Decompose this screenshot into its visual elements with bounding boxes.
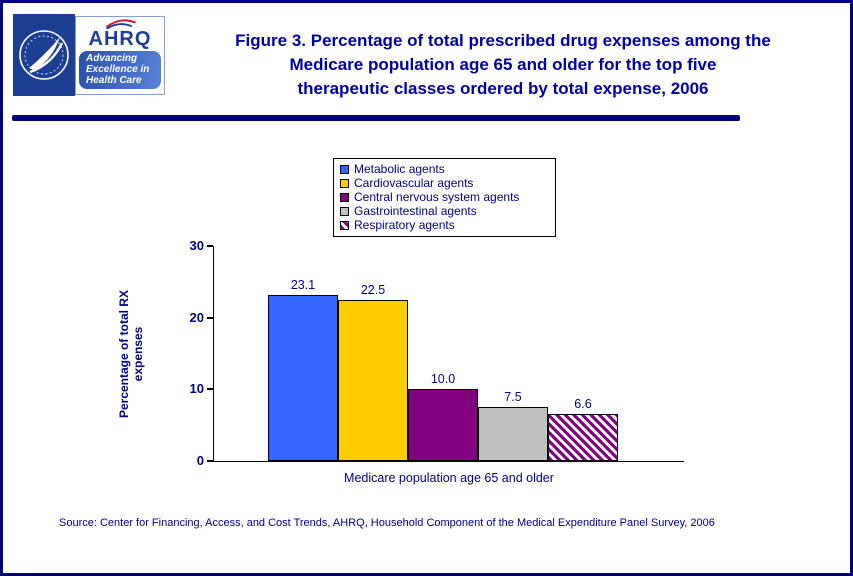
ahrq-tagline: Advancing Excellence in Health Care bbox=[79, 51, 161, 89]
legend-item: Respiratory agents bbox=[340, 219, 549, 232]
bar-value-label: 23.1 bbox=[290, 278, 316, 293]
legend-swatch-icon bbox=[340, 193, 349, 202]
bar-value-label: 7.5 bbox=[504, 390, 522, 405]
hhs-seal-icon bbox=[13, 14, 75, 96]
bar-group: 22.5 bbox=[338, 283, 408, 461]
bar-value-label: 10.0 bbox=[430, 372, 456, 387]
legend-swatch-icon bbox=[340, 207, 349, 216]
figure-title-line: therapeutic classes ordered by total exp… bbox=[297, 79, 709, 98]
figure-title: Figure 3. Percentage of total prescribed… bbox=[173, 29, 833, 101]
y-tick-label: 10 bbox=[189, 381, 204, 397]
legend-swatch-icon bbox=[340, 179, 349, 188]
bar bbox=[338, 299, 408, 461]
bar bbox=[268, 295, 338, 461]
ahrq-tagline-line: Advancing bbox=[86, 53, 138, 64]
legend-item-label: Cardiovascular agents bbox=[354, 176, 474, 190]
legend-item-label: Metabolic agents bbox=[354, 162, 445, 176]
legend-item-label: Central nervous system agents bbox=[354, 190, 520, 204]
y-tick-mark bbox=[207, 388, 213, 391]
bar-value-label: 22.5 bbox=[360, 282, 386, 297]
figure-title-line: Medicare population age 65 and older for… bbox=[289, 55, 717, 74]
bar bbox=[548, 413, 618, 461]
ahrq-wordmark: AHRQ bbox=[88, 28, 152, 50]
bar bbox=[408, 389, 478, 461]
y-tick-label: 30 bbox=[189, 238, 204, 253]
ahrq-tagline-line: Excellence in bbox=[86, 64, 150, 75]
bar-value-label: 6.6 bbox=[574, 396, 592, 411]
bar-group: 23.1 bbox=[268, 278, 338, 461]
title-divider bbox=[12, 115, 740, 121]
y-tick-mark bbox=[207, 316, 213, 319]
legend-item-label: Respiratory agents bbox=[354, 218, 455, 232]
ahrq-flag-icon bbox=[105, 19, 136, 29]
legend-item: Central nervous system agents bbox=[340, 191, 549, 204]
y-tick-mark bbox=[207, 460, 213, 462]
y-tick-label: 0 bbox=[196, 453, 204, 468]
chart-legend: Metabolic agents Cardiovascular agents Cen… bbox=[333, 158, 556, 237]
x-axis-label: Medicare population age 65 and older bbox=[344, 471, 554, 485]
legend-item: Gastrointestinal agents bbox=[340, 205, 549, 218]
legend-item: Metabolic agents bbox=[340, 163, 549, 176]
legend-swatch-icon bbox=[340, 221, 349, 230]
bar-group: 10.0 bbox=[408, 372, 478, 461]
header-logos: AHRQ Advancing Excellence in Health Care bbox=[13, 14, 165, 96]
y-tick-mark bbox=[207, 245, 213, 247]
legend-item: Cardiovascular agents bbox=[340, 177, 549, 190]
bar-group: 6.6 bbox=[548, 397, 618, 461]
y-tick-label: 20 bbox=[189, 309, 204, 325]
source-note: Source: Center for Financing, Access, an… bbox=[59, 517, 715, 529]
bar bbox=[478, 407, 548, 461]
legend-item-label: Gastrointestinal agents bbox=[354, 204, 477, 218]
ahrq-tagline-line: Health Care bbox=[86, 75, 142, 86]
legend-swatch-icon bbox=[340, 165, 349, 174]
bars-container: 23.1 22.5 10.0 7.5 6.6 bbox=[214, 246, 684, 461]
bar-chart-plot: 23.1 22.5 10.0 7.5 6.6 0 10 20 30 Medicare popu… bbox=[190, 238, 684, 485]
figure-title-line: Figure 3. Percentage of total prescribed… bbox=[235, 31, 771, 50]
ahrq-logo: AHRQ Advancing Excellence in Health Care bbox=[75, 16, 165, 95]
bar-group: 7.5 bbox=[478, 390, 548, 461]
y-axis-label: Percentage of total RX expenses bbox=[117, 289, 145, 419]
